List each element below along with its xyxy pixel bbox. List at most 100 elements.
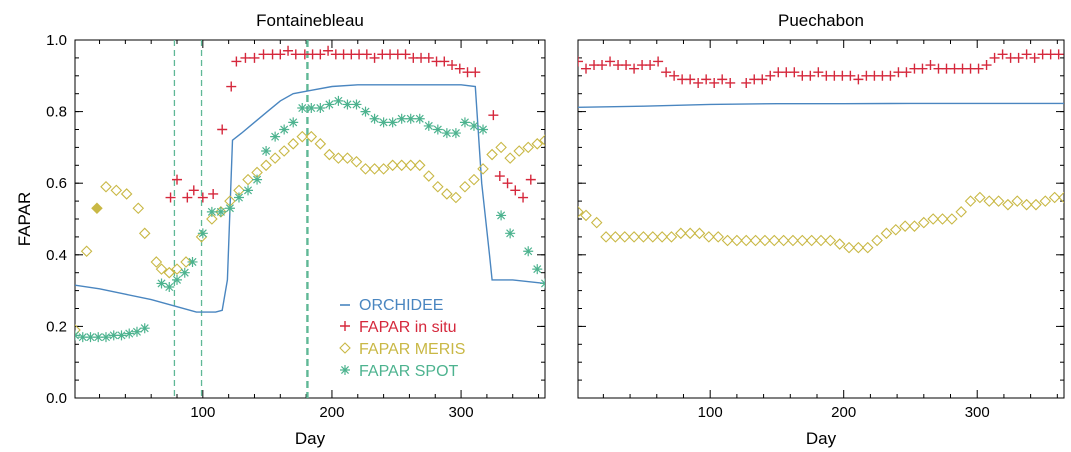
data-point bbox=[1029, 52, 1040, 63]
legend-label-insitu: FAPAR in situ bbox=[359, 319, 457, 336]
data-point bbox=[703, 231, 715, 243]
data-point bbox=[395, 159, 408, 172]
data-point bbox=[77, 332, 88, 343]
data-point bbox=[413, 159, 426, 172]
data-point bbox=[279, 124, 290, 135]
data-point bbox=[502, 178, 513, 189]
series-orchidee bbox=[578, 102, 1064, 108]
x-tick-label: 200 bbox=[319, 404, 344, 421]
data-point bbox=[260, 159, 272, 172]
data-point bbox=[646, 231, 659, 243]
data-point bbox=[523, 246, 534, 257]
data-point bbox=[757, 74, 768, 85]
data-point bbox=[581, 63, 592, 74]
data-point bbox=[505, 228, 516, 239]
y-tick-label: 0.2 bbox=[46, 318, 67, 335]
data-point bbox=[539, 134, 545, 147]
data-point bbox=[423, 52, 434, 63]
data-point bbox=[645, 60, 656, 71]
data-point bbox=[824, 234, 837, 247]
data-point bbox=[369, 113, 380, 124]
data-point bbox=[974, 191, 986, 204]
legend-marker bbox=[339, 342, 351, 354]
y-tick-label: 0.8 bbox=[46, 104, 67, 121]
data-point bbox=[946, 213, 958, 225]
data-point bbox=[332, 152, 345, 164]
data-point bbox=[369, 52, 380, 63]
data-point bbox=[305, 130, 318, 143]
data-point bbox=[518, 192, 529, 203]
data-point bbox=[396, 113, 407, 124]
data-point bbox=[361, 49, 372, 60]
data-point bbox=[124, 328, 135, 339]
data-point bbox=[665, 231, 678, 243]
data-point bbox=[1048, 191, 1061, 204]
data-point bbox=[600, 231, 612, 243]
data-point bbox=[917, 63, 928, 74]
data-point bbox=[187, 256, 198, 267]
data-point bbox=[131, 326, 142, 337]
data-point bbox=[661, 67, 672, 78]
y-tick-label: 0.0 bbox=[46, 390, 67, 407]
data-point bbox=[740, 234, 753, 247]
data-point bbox=[459, 117, 470, 128]
data-point bbox=[685, 74, 696, 85]
data-point bbox=[833, 238, 846, 250]
data-point bbox=[936, 213, 949, 225]
series-line bbox=[75, 84, 545, 313]
data-point bbox=[91, 202, 103, 215]
legend-item-meris: FAPAR MERIS bbox=[339, 341, 465, 358]
data-point bbox=[450, 191, 462, 204]
data-point bbox=[269, 152, 281, 164]
data-point bbox=[470, 67, 481, 78]
data-point bbox=[252, 174, 263, 185]
data-point bbox=[414, 113, 425, 124]
data-point bbox=[768, 234, 781, 247]
series-fapar-meris bbox=[75, 130, 545, 336]
data-point bbox=[287, 138, 299, 150]
data-point bbox=[454, 63, 465, 74]
data-point bbox=[400, 49, 411, 60]
data-point bbox=[701, 74, 712, 85]
data-point bbox=[156, 278, 167, 289]
data-point bbox=[513, 145, 525, 157]
data-point bbox=[815, 234, 827, 247]
data-point bbox=[653, 56, 664, 67]
data-point bbox=[423, 120, 434, 131]
series-fapar-spot bbox=[75, 95, 545, 343]
series-orchidee bbox=[75, 84, 545, 313]
series-group bbox=[578, 49, 1064, 254]
data-point bbox=[1030, 198, 1042, 211]
data-point bbox=[155, 263, 168, 275]
data-point bbox=[139, 323, 150, 334]
data-point bbox=[845, 70, 856, 81]
data-point bbox=[709, 77, 720, 88]
data-point bbox=[163, 266, 176, 279]
data-point bbox=[510, 185, 521, 196]
data-point bbox=[590, 216, 603, 229]
data-point bbox=[852, 241, 865, 254]
data-point bbox=[405, 113, 416, 124]
data-point bbox=[296, 130, 309, 143]
data-point bbox=[423, 170, 435, 182]
legend-item-orchidee: ORCHIDEE bbox=[340, 297, 443, 314]
data-point bbox=[759, 234, 771, 247]
x-axis-label: Day bbox=[806, 429, 837, 448]
data-point bbox=[179, 267, 190, 278]
data-point bbox=[749, 234, 762, 247]
data-point bbox=[629, 63, 640, 74]
data-point bbox=[813, 67, 824, 78]
series-line bbox=[578, 102, 1064, 108]
data-point bbox=[206, 213, 218, 225]
legend-item-insitu: FAPAR in situ bbox=[340, 319, 457, 336]
data-point bbox=[494, 171, 505, 182]
data-point bbox=[323, 45, 334, 56]
data-point bbox=[206, 206, 217, 217]
data-point bbox=[1020, 198, 1033, 211]
data-point bbox=[171, 263, 183, 275]
data-point bbox=[765, 70, 776, 81]
data-point bbox=[75, 330, 80, 341]
data-point bbox=[853, 74, 864, 85]
data-point bbox=[1053, 49, 1064, 60]
